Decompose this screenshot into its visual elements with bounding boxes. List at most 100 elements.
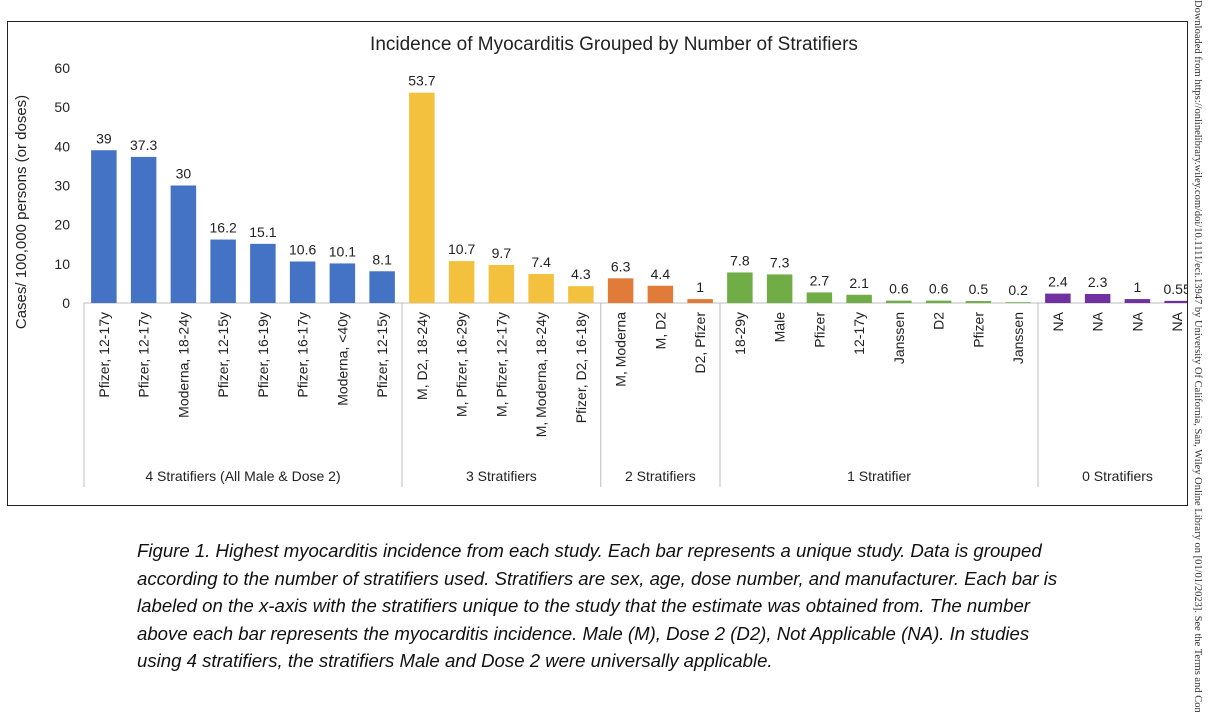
bar-value-label: 15.1 xyxy=(249,224,276,240)
x-category-label: NA xyxy=(1129,311,1145,331)
bar xyxy=(250,243,276,303)
bar xyxy=(607,278,634,303)
x-category-label: Pfizer, 16-17y xyxy=(295,312,311,398)
x-group-label: 1 Stratifier xyxy=(847,468,911,484)
x-category-label: NA xyxy=(1090,311,1106,331)
x-category-label: Pfizer xyxy=(811,312,827,348)
bar-value-label: 10.7 xyxy=(448,241,475,257)
bar-value-label: 2.1 xyxy=(849,275,869,291)
x-category-label: M, Moderna xyxy=(613,312,629,387)
bar xyxy=(766,274,793,303)
bar xyxy=(886,300,912,303)
bar-value-label: 6.3 xyxy=(611,258,631,274)
bar-value-label: 0.55 xyxy=(1164,281,1188,297)
y-tick-label: 0 xyxy=(62,295,70,311)
bar xyxy=(289,261,316,303)
bar-value-label: 39 xyxy=(96,130,112,146)
x-category-label: Pfizer, 12-17y xyxy=(136,312,152,398)
x-group-label: 3 Stratifiers xyxy=(466,468,537,484)
chart-title: Incidence of Myocarditis Grouped by Numb… xyxy=(370,34,858,55)
x-category-label: M, D2 xyxy=(652,312,668,350)
bar xyxy=(568,286,594,303)
bar-value-label: 7.3 xyxy=(770,254,790,270)
y-tick-label: 40 xyxy=(54,138,70,154)
bar xyxy=(1124,299,1151,303)
x-group-label: 2 Stratifiers xyxy=(625,468,696,484)
bar xyxy=(369,271,395,303)
plot-area: 0 10 20 30 40 50 60 39 Pfizer, 12-17y 37.3 Pfizer,… xyxy=(54,60,1187,487)
download-watermark: Downloaded from https://onlinelibrary.wi… xyxy=(1188,0,1208,712)
x-category-label: Pfizer, 12-15y xyxy=(215,312,231,398)
bar-value-label: 2.3 xyxy=(1088,274,1108,290)
bar-value-label: 1 xyxy=(1133,279,1141,295)
bar xyxy=(130,156,157,303)
bar-value-label: 2.7 xyxy=(810,272,830,288)
bar-value-label: 16.2 xyxy=(210,220,237,236)
x-category-label: 18-29y xyxy=(732,312,748,355)
x-category-label: NA xyxy=(1169,311,1185,331)
x-category-label: Pfizer, 16-19y xyxy=(255,312,271,398)
x-category-label: M, Moderna, 18-24y xyxy=(533,312,549,437)
bar xyxy=(329,263,356,303)
bar xyxy=(409,92,435,303)
bar-value-label: 0.2 xyxy=(1008,282,1028,298)
bar-value-label: 7.8 xyxy=(730,252,750,268)
bar-value-label: 9.7 xyxy=(492,245,512,261)
x-category-label: M, Pfizer, 16-29y xyxy=(454,312,470,417)
bar xyxy=(965,301,992,303)
y-tick-label: 60 xyxy=(54,60,70,76)
x-group-label: 0 Stratifiers xyxy=(1082,468,1153,484)
bar xyxy=(488,265,515,303)
bar xyxy=(806,292,833,303)
x-category-label: Pfizer, 12-17y xyxy=(96,312,112,398)
y-tick-label: 20 xyxy=(54,217,70,233)
bar-value-label: 2.4 xyxy=(1048,274,1068,290)
y-tick-label: 10 xyxy=(54,256,70,272)
bar-value-label: 10.6 xyxy=(289,241,316,257)
bar xyxy=(1005,302,1031,304)
x-category-label: D2, Pfizer xyxy=(692,312,708,374)
bar xyxy=(1164,300,1187,303)
bar xyxy=(846,294,872,303)
x-category-label: Pfizer xyxy=(970,312,986,348)
bar-value-label: 30 xyxy=(176,166,192,182)
bar-value-label: 0.6 xyxy=(929,281,949,297)
x-group-label: 4 Stratifiers (All Male & Dose 2) xyxy=(145,468,340,484)
bar xyxy=(1084,293,1111,303)
y-tick-label: 30 xyxy=(54,178,70,194)
x-category-label: Janssen xyxy=(891,312,907,364)
x-category-label: Moderna, <40y xyxy=(334,312,350,406)
download-watermark-text: Downloaded from https://onlinelibrary.wi… xyxy=(1192,0,1203,712)
bar-value-label: 53.7 xyxy=(408,73,435,89)
x-category-label: Moderna, 18-24y xyxy=(175,312,191,418)
bar xyxy=(170,185,197,303)
bar xyxy=(448,261,475,303)
x-category-label: 12-17y xyxy=(851,312,867,355)
bar-value-label: 4.3 xyxy=(571,266,591,282)
bar-value-label: 7.4 xyxy=(531,254,551,270)
x-category-label: M, D2, 18-24y xyxy=(414,312,430,400)
chart-frame: Incidence of Myocarditis Grouped by Numb… xyxy=(7,21,1188,506)
bar xyxy=(925,300,952,303)
x-category-label: Male xyxy=(772,312,788,343)
y-axis-label: Cases/ 100,000 persons (or doses) xyxy=(13,95,30,329)
bar-value-label: 4.4 xyxy=(651,266,671,282)
x-category-label: D2 xyxy=(931,312,947,330)
bar-value-label: 10.1 xyxy=(329,243,356,259)
bar xyxy=(1045,293,1071,303)
bar xyxy=(91,150,117,303)
bar xyxy=(528,274,554,303)
bar-value-label: 1 xyxy=(696,279,704,295)
x-category-label: Pfizer, 12-15y xyxy=(374,312,390,398)
chart: Incidence of Myocarditis Grouped by Numb… xyxy=(13,34,1187,487)
figure-caption: Figure 1. Highest myocarditis incidence … xyxy=(137,540,1058,671)
x-category-label: Janssen xyxy=(1010,312,1026,364)
bar xyxy=(210,239,236,303)
x-category-label: NA xyxy=(1050,311,1066,331)
x-category-label: M, Pfizer, 12-17y xyxy=(493,312,509,417)
bar-value-label: 8.1 xyxy=(372,251,392,267)
bar-value-label: 0.5 xyxy=(969,281,989,297)
y-tick-label: 50 xyxy=(54,99,70,115)
x-category-label: Pfizer, D2, 16-18y xyxy=(573,312,589,423)
bar xyxy=(727,272,753,303)
